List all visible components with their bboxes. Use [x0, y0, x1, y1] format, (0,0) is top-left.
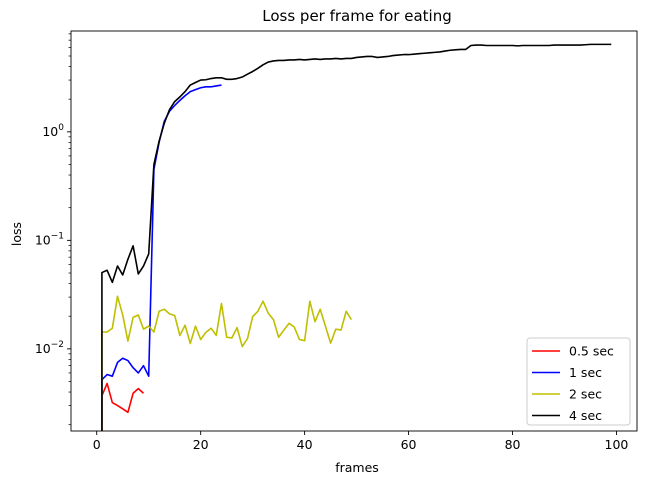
legend-label-3: 4 sec — [569, 408, 602, 423]
x-tick-label: 80 — [505, 437, 521, 452]
legend: 0.5 sec 1 sec 2 sec 4 sec — [526, 337, 631, 426]
series-line-3 — [101, 43, 612, 431]
series-line-1 — [101, 84, 222, 431]
plot-area — [70, 30, 638, 432]
x-tick-label: 20 — [193, 437, 209, 452]
legend-label-2: 2 sec — [569, 387, 602, 402]
y-axis-ticks: 10−2 10−1 100 — [35, 33, 71, 426]
legend-label-0: 0.5 sec — [569, 344, 614, 359]
plot-frame — [70, 30, 638, 432]
legend-label-1: 1 sec — [569, 365, 602, 380]
x-tick-label: 100 — [605, 437, 629, 452]
x-tick-label: 40 — [297, 437, 313, 452]
y-tick-label: 10−2 — [35, 340, 64, 356]
x-tick-label: 60 — [401, 437, 417, 452]
series-line-0 — [101, 382, 145, 431]
x-tick-label: 0 — [93, 437, 101, 452]
series-line-2 — [101, 295, 353, 431]
y-axis-label: loss — [9, 222, 24, 246]
chart-title: Loss per frame for eating — [262, 7, 452, 25]
x-axis-ticks: 0 20 40 60 80 100 — [93, 431, 629, 452]
x-axis-label: frames — [335, 460, 379, 475]
y-tick-label: 10−1 — [35, 231, 64, 247]
y-tick-label: 100 — [42, 123, 64, 139]
legend-box — [526, 337, 631, 426]
